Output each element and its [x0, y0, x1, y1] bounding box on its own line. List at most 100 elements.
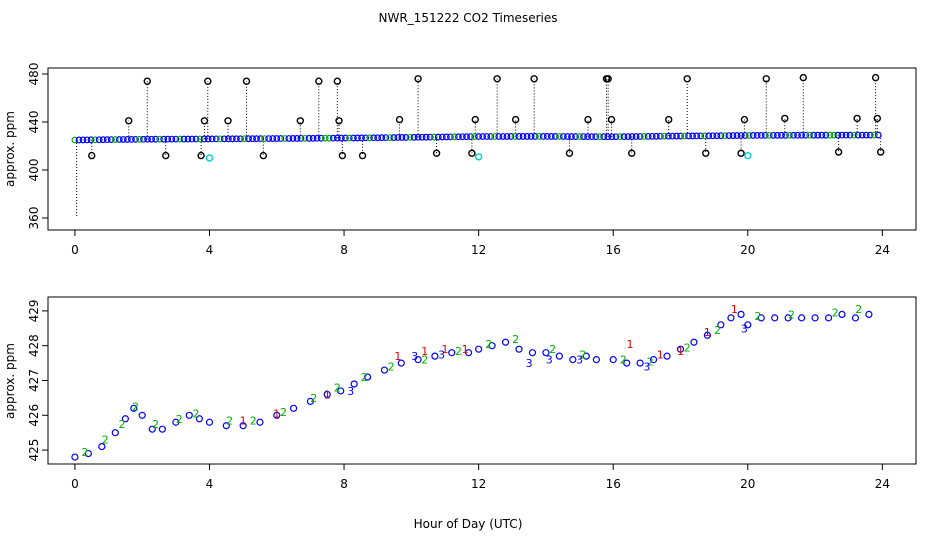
top-spike-point: [530, 75, 538, 83]
top-dense-point: [390, 134, 398, 141]
top-dense-point: [531, 133, 539, 140]
top-y-tick-label: 360: [27, 207, 41, 230]
top-dense-point: [459, 133, 466, 141]
bottom-y-tick-label: 426: [27, 404, 41, 427]
top-dense-point: [446, 133, 454, 141]
top-plot-frame: [47, 67, 917, 231]
top-dense-point: [233, 135, 240, 143]
top-dense-point: [660, 132, 668, 140]
bottom-label-point: 2: [334, 381, 341, 394]
top-dense-point: [826, 131, 834, 139]
top-dense-point: [584, 133, 592, 141]
bottom-label-point: 2: [788, 308, 795, 321]
top-dense-point: [257, 135, 265, 143]
top-dense-point: [709, 132, 717, 140]
top-dense-point: [394, 134, 402, 141]
bottom-label-point: 2: [714, 324, 721, 337]
top-dense-point: [180, 135, 188, 143]
top-dense-point: [148, 135, 156, 143]
top-dense-point: [398, 134, 406, 141]
top-dense-point: [71, 136, 79, 144]
top-dense-point: [794, 131, 801, 139]
top-dense-point: [527, 133, 535, 140]
top-spike-point: [834, 148, 843, 156]
top-dense-point: [95, 136, 103, 144]
top-x-tick-label: 12: [471, 243, 486, 257]
top-dense-point: [519, 133, 527, 140]
bottom-label-point: 2: [512, 333, 519, 346]
bottom-label-point: 2: [361, 371, 368, 384]
bottom-y-tick-label: 428: [27, 334, 41, 357]
bottom-circle-point: [98, 443, 106, 451]
top-dense-point: [220, 135, 228, 143]
top-dense-point: [503, 133, 511, 140]
top-point-series: [205, 151, 752, 162]
bottom-label-point: 2: [620, 354, 627, 367]
top-dense-point: [620, 133, 628, 141]
top-dense-point: [810, 131, 818, 139]
top-dense-point: [208, 135, 216, 143]
top-dense-point: [136, 135, 143, 143]
top-dense-point: [733, 132, 741, 139]
top-dense-point: [547, 133, 555, 140]
top-dense-point: [713, 132, 721, 140]
top-spike-point: [468, 149, 476, 157]
bottom-circle-point: [380, 366, 389, 374]
top-y-ticks: 360 400 440 480: [27, 63, 48, 230]
top-dense-point: [111, 136, 119, 143]
top-dense-point: [769, 131, 777, 139]
top-dense-point: [555, 133, 563, 140]
bottom-circle-point: [824, 314, 833, 322]
bottom-circle-point: [84, 449, 92, 458]
bottom-label-point: 1: [441, 343, 448, 356]
top-dense-point: [402, 134, 410, 141]
top-cyan-point: [474, 153, 483, 161]
top-dense-point: [741, 132, 749, 139]
top-dense-point: [200, 135, 208, 143]
bottom-label-point: 2: [549, 343, 556, 356]
top-dense-point: [858, 131, 866, 139]
top-dense-point: [168, 135, 176, 143]
bottom-label-point: 2: [119, 418, 126, 431]
top-dense-point: [132, 135, 139, 143]
bottom-circle-point: [185, 411, 193, 419]
bottom-label-point: 1: [324, 388, 331, 401]
bottom-x-ticks: 0 4 8 12 16 20 24: [71, 464, 890, 491]
top-dense-point: [745, 132, 753, 139]
top-spike-point: [876, 148, 885, 156]
bottom-label-point: 2: [102, 434, 109, 447]
top-spike-point: [414, 75, 422, 83]
top-dense-point: [640, 133, 648, 140]
bottom-x-tick-label: 20: [740, 477, 755, 491]
top-dense-point: [592, 133, 600, 141]
top-dense-point: [188, 135, 196, 143]
top-dense-point: [677, 132, 684, 140]
top-x-tick-label: 4: [206, 243, 214, 257]
bottom-label-point: 2: [455, 345, 462, 358]
bottom-label-point: 2: [684, 341, 691, 354]
top-dense-point: [313, 134, 321, 142]
bottom-label-point: 2: [132, 401, 139, 414]
top-spike-point: [871, 73, 880, 82]
top-dense-point: [608, 133, 616, 141]
bottom-label-point: 2: [485, 338, 492, 351]
bottom-circle-point: [475, 345, 483, 353]
bottom-label-point: 3: [438, 348, 445, 361]
top-dense-point: [99, 136, 107, 144]
top-dense-point: [822, 131, 830, 139]
top-dense-point: [224, 135, 232, 143]
top-spike-point: [799, 73, 807, 82]
bottom-circle-point: [501, 338, 510, 346]
top-spike-point: [125, 117, 133, 125]
bottom-circle-point: [306, 397, 315, 405]
top-dense-point: [455, 133, 462, 141]
top-dense-point: [604, 133, 612, 141]
top-spike-point: [315, 77, 323, 85]
top-dense-point: [366, 134, 374, 142]
top-dense-point: [535, 133, 543, 140]
top-dense-point: [297, 134, 305, 142]
top-dense-point: [128, 135, 135, 143]
bottom-circle-point: [158, 425, 166, 433]
bottom-circle-point: [138, 411, 146, 419]
top-dense-point: [467, 133, 474, 141]
